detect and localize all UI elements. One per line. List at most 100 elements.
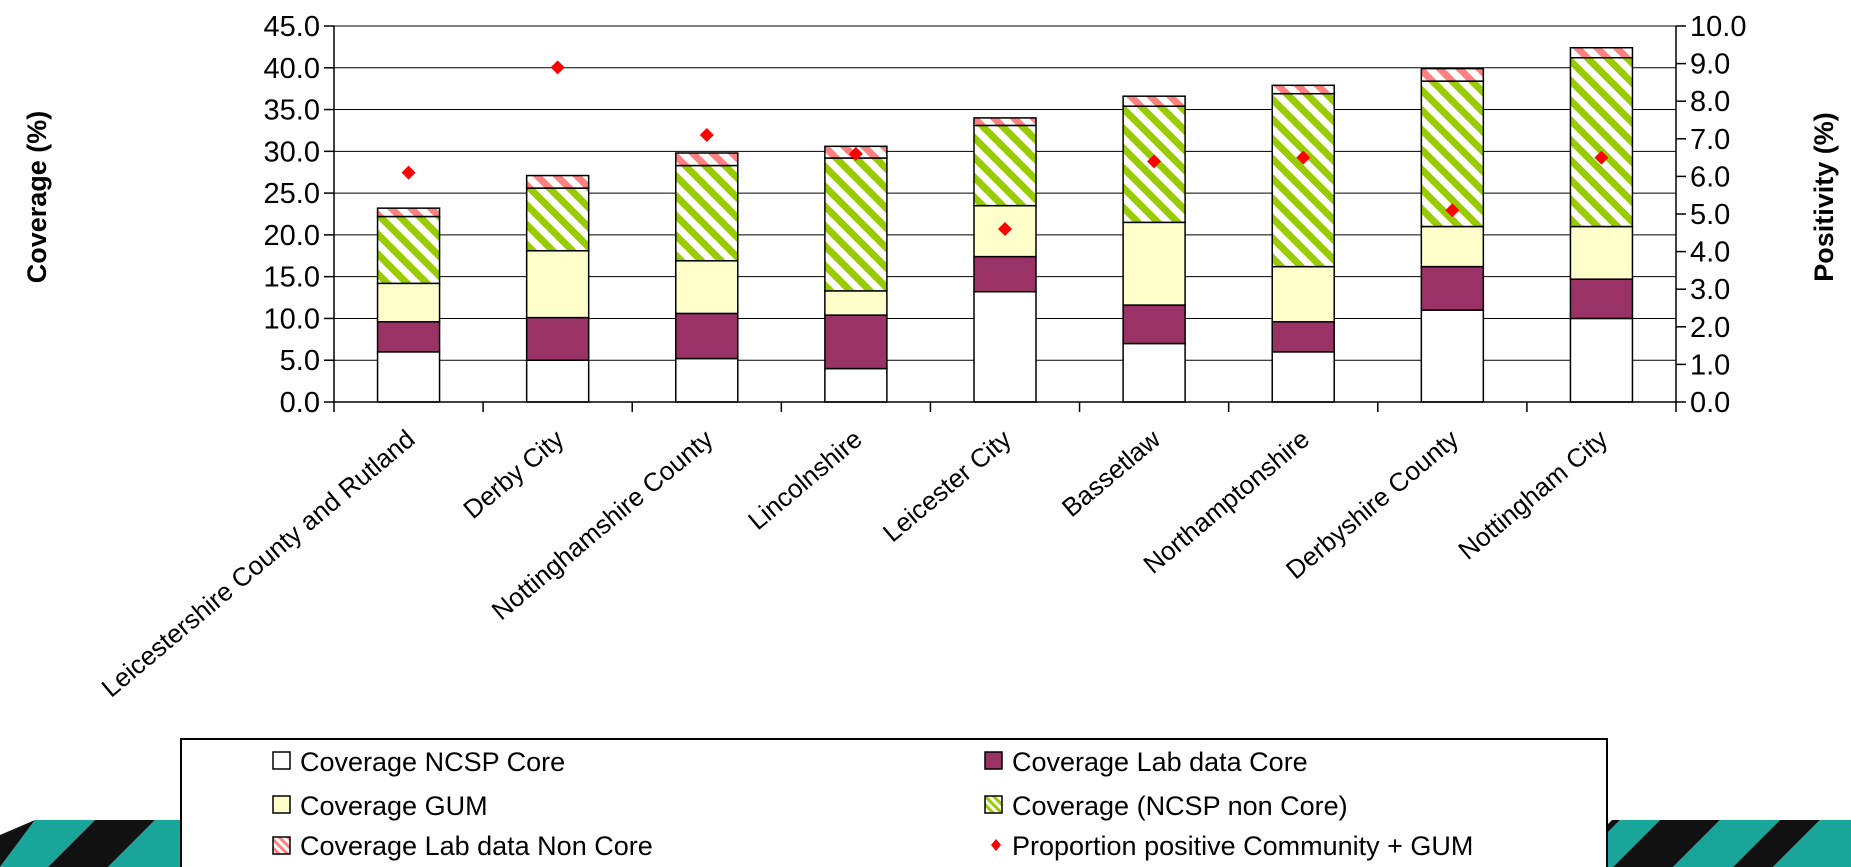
bar-segment-coverage-gum-5 (1122, 221, 1186, 306)
y2-tick-label: 7.0 (1690, 124, 1730, 156)
legend-label-ncsp-core: Coverage NCSP Core (300, 747, 565, 777)
x-category-label-1: Derby City (457, 424, 569, 525)
legend-swatch-positivity-icon (991, 839, 1001, 851)
y2-axis-title: Positivity (%) (1809, 112, 1839, 282)
bar-segment-coverage-ncsp-core-0 (376, 351, 441, 403)
y-tick-label: 45.0 (264, 11, 320, 43)
positivity-marker-3 (848, 146, 863, 161)
positivity-marker-5 (1147, 154, 1162, 169)
bar-segment-coverage-gum-8 (1569, 225, 1634, 280)
y-tick-labels: 0.0 5.0 10.0 15.0 20.0 25.0 30.0 35.0 40.0 45.0 (264, 11, 320, 419)
bar-segment-coverage-gum-7 (1420, 225, 1485, 268)
y-tick-label: 10.0 (264, 303, 320, 335)
y2-tick-label: 2.0 (1690, 312, 1730, 344)
x-category-label-8: Nottingham City (1452, 424, 1613, 566)
y-tick-label: 5.0 (280, 345, 320, 377)
x-category-label-4: Leicester City (877, 424, 1017, 548)
y-tick-label: 20.0 (264, 220, 320, 252)
legend-swatch-ncsp-core (272, 751, 291, 770)
x-category-label-0: Leicestershire County and Rutland (96, 424, 421, 703)
y2-tick-label: 10.0 (1690, 11, 1746, 43)
y-tick-label: 25.0 (264, 178, 320, 210)
x-category-label-3: Lincolnshire (742, 424, 868, 536)
bar-segment-coverage-ncsp-non-core-2 (675, 164, 739, 262)
y-axis-title: Coverage (%) (22, 111, 52, 284)
legend-label-lab-non-core: Coverage Lab data Non Core (300, 831, 653, 861)
legend-label-ncsp-non-core: Coverage (NCSP non Core) (1012, 791, 1348, 821)
y-tick-label: 35.0 (264, 95, 320, 127)
positivity-marker-6 (1296, 150, 1311, 165)
bar-segment-coverage-ncsp-core-3 (824, 367, 888, 403)
legend-label-lab-core: Coverage Lab data Core (1012, 747, 1308, 777)
y2-tick-label: 5.0 (1690, 199, 1730, 231)
y-tick-label: 0.0 (280, 387, 320, 419)
bar-segment-coverage-ncsp-core-7 (1420, 309, 1485, 403)
bar-segment-coverage-gum-1 (525, 250, 590, 319)
y2-tick-label: 4.0 (1690, 237, 1730, 269)
legend-label-gum: Coverage GUM (300, 791, 488, 821)
bar-segment-coverage-ncsp-core-2 (675, 357, 739, 403)
bar-segment-coverage-ncsp-core-5 (1122, 342, 1186, 403)
legend-swatch-lab-core (984, 751, 1003, 770)
bar-segment-coverage-lab-data-core-2 (675, 312, 739, 360)
axes (324, 25, 1686, 412)
bar-segment-coverage-gum-6 (1271, 265, 1335, 323)
bar-segment-coverage-lab-data-non-core-0 (376, 207, 441, 218)
bar-segment-coverage-lab-data-non-core-2 (675, 152, 739, 167)
bar-segment-coverage-lab-data-non-core-1 (525, 174, 590, 189)
x-category-label-5: Bassetlaw (1056, 423, 1166, 522)
bar-segment-coverage-ncsp-non-core-0 (376, 215, 441, 285)
bar-segment-coverage-lab-data-non-core-6 (1271, 84, 1335, 95)
legend-swatch-lab-non-core (272, 836, 291, 855)
bar-segment-coverage-lab-data-core-3 (824, 314, 888, 370)
positivity-marker-0 (401, 165, 416, 180)
positivity-marker-1 (550, 60, 565, 75)
y-tick-label: 30.0 (264, 136, 320, 168)
bar-segment-coverage-ncsp-core-4 (973, 290, 1037, 403)
legend: Coverage NCSP Core Coverage Lab data Cor… (180, 738, 1608, 867)
bar-segment-coverage-lab-data-non-core-5 (1122, 95, 1186, 107)
bars (376, 46, 1634, 403)
bar-segment-coverage-lab-data-non-core-4 (973, 117, 1037, 127)
y-tick-label: 40.0 (264, 53, 320, 85)
y2-tick-label: 3.0 (1690, 274, 1730, 306)
positivity-marker-7 (1445, 203, 1460, 218)
bar-segment-coverage-ncsp-core-1 (525, 359, 590, 403)
banner-left (0, 820, 180, 867)
bar-segment-coverage-ncsp-non-core-8 (1569, 57, 1634, 228)
bar-segment-coverage-lab-data-core-5 (1122, 304, 1186, 345)
bar-segment-coverage-ncsp-core-6 (1271, 351, 1335, 403)
bar-segment-coverage-lab-data-core-0 (376, 321, 441, 353)
legend-box (180, 738, 1608, 867)
bar-segment-coverage-gum-0 (376, 282, 441, 323)
bar-segment-coverage-ncsp-non-core-4 (973, 124, 1037, 207)
y2-tick-labels: 0.0 1.0 2.0 3.0 4.0 5.0 6.0 7.0 8.0 9.0 10.0 (1690, 11, 1746, 419)
positivity-marker-2 (699, 128, 714, 143)
positivity-markers (401, 60, 1609, 237)
y2-tick-label: 0.0 (1690, 387, 1730, 419)
bar-segment-coverage-ncsp-non-core-1 (525, 187, 590, 252)
bar-segment-coverage-lab-data-non-core-7 (1420, 67, 1485, 82)
bar-segment-coverage-gum-3 (824, 290, 888, 316)
y-tick-label: 15.0 (264, 262, 320, 294)
bar-segment-coverage-lab-data-core-4 (973, 255, 1037, 293)
legend-label-positivity: Proportion positive Community + GUM (1012, 831, 1473, 861)
y2-tick-label: 1.0 (1690, 349, 1730, 381)
bar-segment-coverage-gum-2 (675, 260, 739, 315)
y2-tick-label: 9.0 (1690, 49, 1730, 81)
positivity-marker-4 (998, 222, 1012, 237)
legend-swatch-gum (272, 795, 291, 814)
bar-segment-coverage-lab-data-core-8 (1569, 278, 1634, 320)
positivity-marker-8 (1594, 150, 1609, 165)
bar-segment-coverage-lab-data-core-6 (1271, 321, 1335, 353)
bar-segment-coverage-ncsp-non-core-3 (824, 157, 888, 292)
legend-swatch-ncsp-non-core (984, 795, 1003, 814)
category-labels: Leicestershire County and Rutland Derby C… (96, 423, 1614, 703)
y2-tick-label: 8.0 (1690, 86, 1730, 118)
bar-segment-coverage-lab-data-non-core-8 (1569, 46, 1634, 59)
bar-segment-coverage-lab-data-core-1 (525, 316, 590, 361)
bar-segment-coverage-ncsp-non-core-7 (1420, 80, 1485, 228)
bar-segment-coverage-ncsp-non-core-6 (1271, 92, 1335, 268)
bar-segment-coverage-ncsp-core-8 (1569, 317, 1634, 403)
